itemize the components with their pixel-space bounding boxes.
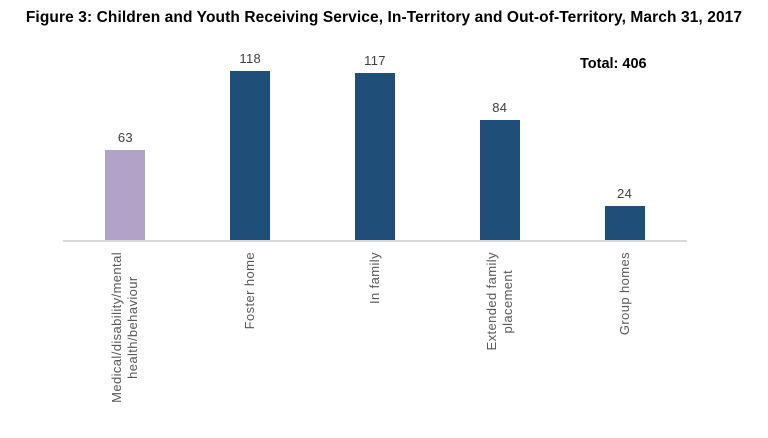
bar-cell: 118 xyxy=(188,0,313,240)
bar-3 xyxy=(354,72,395,240)
x-axis-category-label: In family xyxy=(366,252,382,305)
bar-4 xyxy=(479,120,520,240)
chart-title: Figure 3: Children and Youth Receiving S… xyxy=(25,9,743,26)
x-axis-category-label: Extended family placement xyxy=(483,252,515,351)
x-axis-category-label: Medical/disability/mental health/behavio… xyxy=(109,252,141,403)
bar-cell: 24 xyxy=(562,0,687,240)
bar-value-label: 118 xyxy=(239,51,262,67)
x-label-cell: Foster home xyxy=(188,242,313,436)
bar-2 xyxy=(230,71,271,240)
bar-value-label: 117 xyxy=(364,52,386,68)
bar-cell: 63 xyxy=(63,0,188,240)
bar-value-label: 84 xyxy=(492,100,508,115)
total-annotation: Total: 406 xyxy=(580,56,647,72)
bar-5 xyxy=(604,205,645,240)
bar-cell: 84 xyxy=(437,0,562,240)
x-axis-labels: Medical/disability/mental health/behavio… xyxy=(63,242,687,436)
x-label-cell: In family xyxy=(313,242,438,436)
bar-value-label: 63 xyxy=(117,130,133,145)
x-axis-category-label: Foster home xyxy=(242,252,258,330)
bar-1 xyxy=(105,150,146,240)
x-label-cell: Extended family placement xyxy=(437,242,562,436)
bar-cell: 117 xyxy=(313,0,438,240)
x-axis-category-label: Group homes xyxy=(616,252,632,336)
bar-value-label: 24 xyxy=(617,185,633,201)
plot-area: 63 118 117 84 24 xyxy=(63,0,687,240)
x-label-cell: Medical/disability/mental health/behavio… xyxy=(63,242,188,436)
x-axis-line xyxy=(63,240,687,242)
x-label-cell: Group homes xyxy=(562,242,687,436)
